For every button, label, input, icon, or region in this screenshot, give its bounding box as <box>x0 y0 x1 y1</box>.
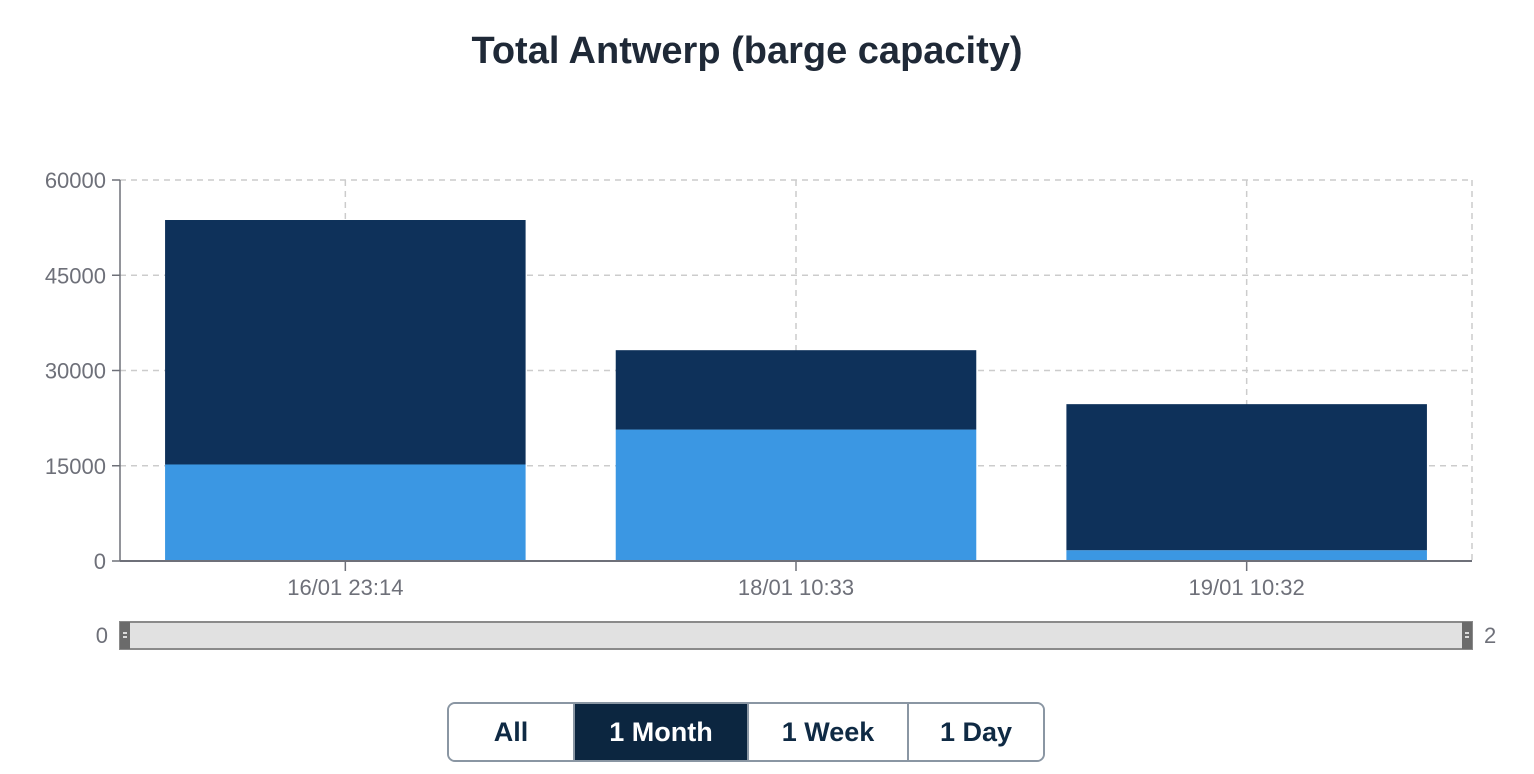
y-tick-label: 0 <box>94 549 106 574</box>
slider-max-label: 2 <box>1484 623 1496 648</box>
slider-min-label: 0 <box>96 623 108 648</box>
slider-handle-left[interactable] <box>120 622 130 649</box>
bar-segment-series-1[interactable] <box>615 429 977 561</box>
range-button-1-month[interactable]: 1 Month <box>575 704 749 760</box>
y-tick-label: 30000 <box>45 359 106 384</box>
chart-title: Total Antwerp (barge capacity) <box>471 30 1023 72</box>
bar-segment-series-2[interactable] <box>615 350 977 430</box>
slider-track[interactable] <box>119 621 1473 650</box>
x-tick-label: 18/01 10:33 <box>738 575 854 600</box>
range-button-1-day[interactable]: 1 Day <box>909 704 1043 760</box>
y-tick-label: 15000 <box>45 454 106 479</box>
x-tick-label: 19/01 10:32 <box>1189 575 1305 600</box>
bar-segment-series-2[interactable] <box>165 220 526 465</box>
x-tick-label: 16/01 23:14 <box>287 575 403 600</box>
axes: 0 15000 30000 45000 60000 16/01 23:14 18/01 10… <box>45 168 1472 600</box>
range-button-1-week[interactable]: 1 Week <box>749 704 909 760</box>
bar-segment-series-2[interactable] <box>1066 404 1427 551</box>
y-tick-label: 60000 <box>45 168 106 193</box>
bar-segment-series-1[interactable] <box>165 464 526 561</box>
range-selector: All 1 Month 1 Week 1 Day <box>447 702 1045 762</box>
bar-chart: 0 15000 30000 45000 60000 16/01 23:14 18/01 10… <box>45 168 1497 650</box>
bars <box>165 220 1427 561</box>
y-tick-label: 45000 <box>45 263 106 288</box>
range-button-all[interactable]: All <box>449 704 575 760</box>
bar-segment-series-1[interactable] <box>1066 550 1427 561</box>
slider-handle-right[interactable] <box>1462 622 1472 649</box>
